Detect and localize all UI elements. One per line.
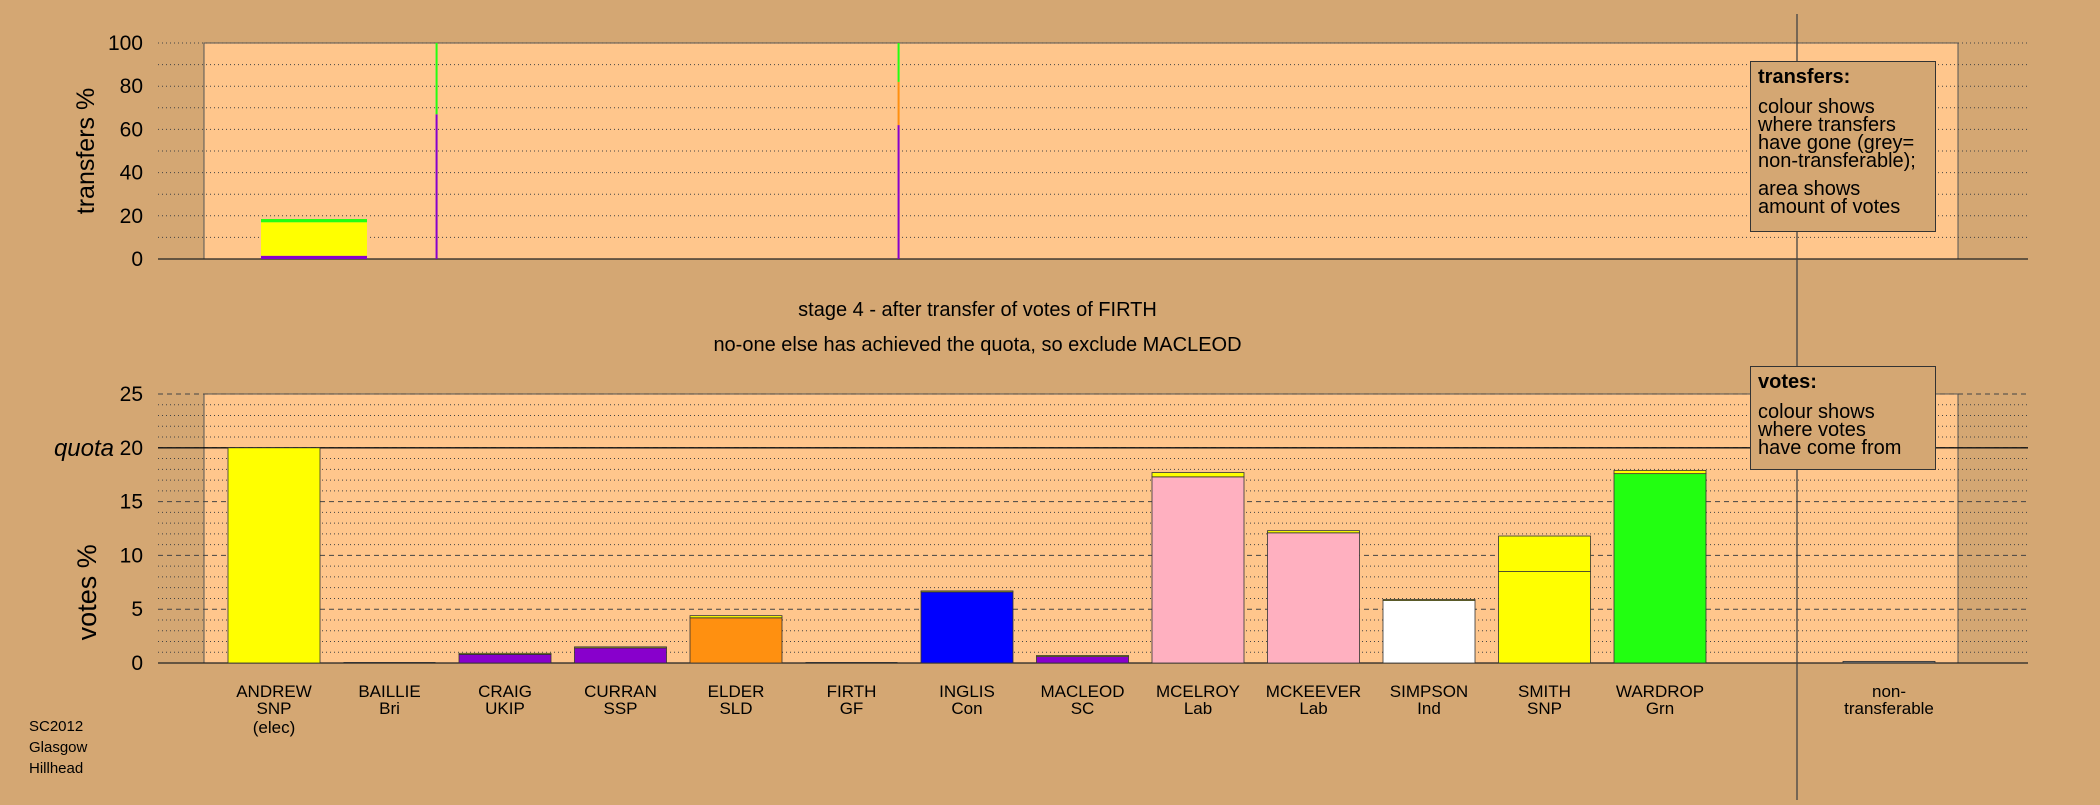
vote-segment	[1036, 655, 1129, 657]
transfers-y-axis-title: transfers %	[72, 88, 100, 214]
votes-y-tick-label: 10	[120, 544, 143, 567]
transfers-legend-line: have gone (grey=	[1758, 132, 1915, 154]
vote-segment	[227, 447, 321, 664]
candidate-name-label: ELDER	[708, 682, 765, 701]
candidate-party-label: Lab	[1184, 699, 1212, 718]
transfers-y-tick-label: 100	[108, 32, 143, 55]
transfers-legend-line: where transfers	[1758, 114, 1896, 136]
candidate-name-label: SIMPSON	[1390, 682, 1468, 701]
candidate-party-label: SSP	[603, 699, 637, 718]
transfers-y-tick-label: 20	[120, 205, 143, 228]
votes-y-axis-title: votes %	[72, 544, 102, 640]
transfer-segment	[897, 43, 900, 82]
vote-segment	[458, 653, 552, 664]
vote-segment	[574, 647, 667, 664]
transfer-segment	[897, 81, 900, 126]
transfer-segment	[261, 222, 367, 256]
vote-segment	[689, 617, 783, 664]
candidate-name-label: MCKEEVER	[1266, 682, 1361, 701]
votes-y-tick-label: 25	[120, 383, 143, 406]
transfers-y-tick-label: 60	[120, 118, 143, 141]
candidate-party-label: Ind	[1417, 699, 1441, 718]
vote-segment	[1613, 473, 1707, 664]
stage-line-2: no-one else has achieved the quota, so e…	[713, 334, 1242, 356]
votes-legend-line: colour shows	[1758, 401, 1875, 423]
caption-line: Glasgow	[29, 739, 88, 756]
candidate-party-label: UKIP	[485, 699, 525, 718]
caption-line: Hillhead	[29, 760, 84, 777]
vote-segment	[1036, 656, 1129, 664]
transfer-segment	[897, 125, 900, 259]
vote-segment	[574, 646, 667, 649]
candidate-name-label: MACLEOD	[1040, 682, 1124, 701]
candidate-name-label: CURRAN	[584, 682, 657, 701]
vote-segment	[1613, 469, 1707, 475]
transfers-y-tick-label: 80	[120, 75, 143, 98]
transfers-plot-area	[203, 42, 1959, 260]
vote-segment	[1151, 476, 1245, 664]
transfers-legend-line: area shows	[1758, 178, 1861, 200]
votes-y-tick-label: 5	[131, 598, 143, 621]
votes-y-tick-label: 0	[131, 652, 143, 675]
candidate-status-label: (elec)	[253, 718, 296, 737]
transfer-segment	[435, 43, 438, 115]
election-caption: SC2012 Glasgow Hillhead	[29, 716, 87, 779]
vote-segment	[805, 662, 898, 663]
candidate-party-label: SNP	[1527, 699, 1562, 718]
votes-legend-line: have come from	[1758, 437, 1902, 459]
candidate-party-label: SC	[1071, 699, 1095, 718]
votes-legend: votes: colour shows where votes have com…	[1750, 366, 1936, 470]
vote-segment	[1267, 532, 1360, 664]
non-transferable-bar	[1842, 660, 1936, 664]
candidate-party-label: GF	[840, 699, 864, 718]
non-transferable-label: transferable	[1844, 699, 1934, 718]
stage-description: stage 4 - after transfer of votes of FIR…	[0, 299, 1955, 369]
votes-y-tick-label: 15	[120, 491, 143, 514]
candidate-party-label: SNP	[257, 699, 292, 718]
vote-segment	[1498, 571, 1591, 664]
vote-segment	[920, 590, 1014, 593]
candidate-name-label: FIRTH	[827, 682, 877, 701]
votes-legend-line: where votes	[1758, 419, 1866, 441]
vote-segment	[920, 591, 1014, 664]
transfers-y-tick-label: 0	[131, 248, 143, 271]
vote-segment	[1382, 599, 1476, 601]
vote-segment	[1267, 530, 1360, 534]
candidate-name-label: MCELROY	[1156, 682, 1240, 701]
candidate-name-label: CRAIG	[478, 682, 532, 701]
quota-label: quota	[54, 435, 114, 462]
candidate-name-label: WARDROP	[1616, 682, 1704, 701]
transfer-segment	[435, 114, 438, 259]
vote-segment	[689, 615, 783, 619]
transfers-legend: transfers: colour shows where transfers …	[1750, 61, 1936, 232]
stage-line-1: stage 4 - after transfer of votes of FIR…	[798, 299, 1157, 321]
transfer-segment	[261, 219, 367, 223]
vote-segment	[1151, 472, 1245, 478]
candidate-party-label: Lab	[1299, 699, 1327, 718]
transfers-legend-line: amount of votes	[1758, 196, 1901, 218]
candidate-party-label: Grn	[1646, 699, 1674, 718]
candidate-name-label: BAILLIE	[358, 682, 420, 701]
transfers-legend-line: non-transferable);	[1758, 150, 1916, 172]
caption-line: SC2012	[29, 718, 84, 735]
vote-segment	[1498, 535, 1591, 572]
transfers-legend-title: transfers:	[1758, 66, 1851, 88]
vote-segment	[343, 662, 436, 663]
candidate-name-label: ANDREW	[236, 682, 312, 701]
candidate-party-label: Bri	[379, 699, 400, 718]
non-transferable-label: non-	[1872, 682, 1906, 701]
candidate-name-label: SMITH	[1518, 682, 1571, 701]
transfers-legend-line: colour shows	[1758, 96, 1875, 118]
candidate-party-label: SLD	[719, 699, 752, 718]
votes-y-tick-label: 20	[120, 437, 143, 460]
vote-segment	[458, 652, 552, 655]
votes-legend-title: votes:	[1758, 371, 1817, 393]
vote-segment	[1382, 600, 1476, 664]
candidate-name-label: INGLIS	[939, 682, 995, 701]
transfer-segment	[261, 255, 367, 259]
candidate-party-label: Con	[951, 699, 982, 718]
transfers-y-tick-label: 40	[120, 162, 143, 185]
